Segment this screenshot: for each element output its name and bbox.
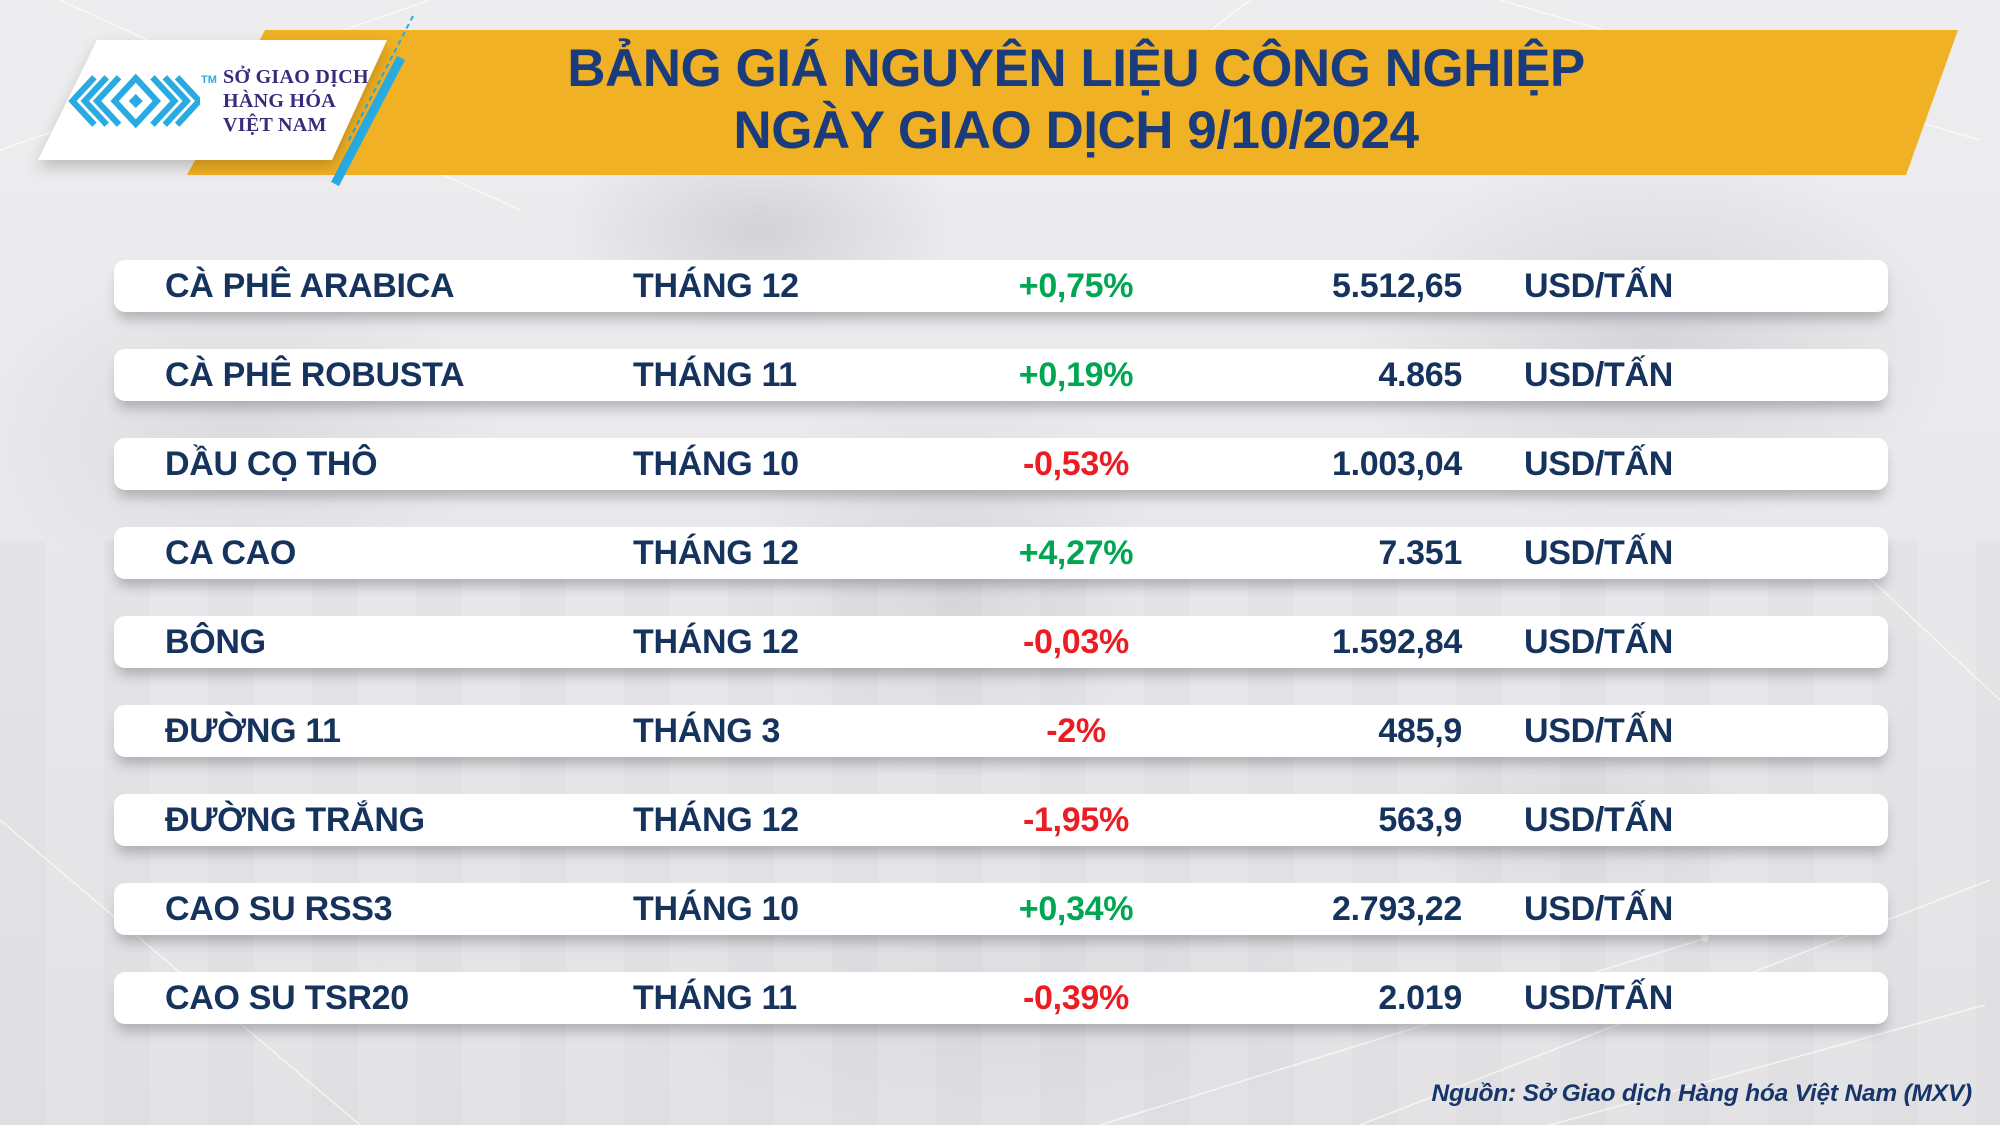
contract-month: THÁNG 10	[633, 890, 799, 928]
price-value: 1.592,84	[1332, 623, 1462, 661]
price-unit: USD/TẤN	[1524, 801, 1674, 839]
accent-slashes	[331, 15, 414, 187]
price-unit: USD/TẤN	[1524, 356, 1674, 394]
change-percent: -2%	[1046, 712, 1106, 750]
thick-slash-line	[331, 55, 405, 187]
contract-month: THÁNG 12	[633, 267, 799, 305]
change-percent: +4,27%	[1018, 534, 1134, 572]
contract-month: THÁNG 12	[633, 623, 799, 661]
commodity-name: CAO SU TSR20	[165, 979, 409, 1017]
price-unit: USD/TẤN	[1524, 890, 1674, 928]
table-row: CAO SU TSR20 THÁNG 11 -0,39% 2.019 USD/T…	[114, 972, 1888, 1024]
trademark-symbol: TM	[201, 74, 217, 86]
price-value: 2.793,22	[1332, 890, 1462, 928]
logo-org-line2: HÀNG HÓA	[223, 90, 336, 112]
change-percent: -0,03%	[1023, 623, 1129, 661]
board-title-line1: BẢNG GIÁ NGUYÊN LIỆU CÔNG NGHIỆP	[567, 39, 1585, 98]
commodity-name: CAO SU RSS3	[165, 890, 393, 928]
commodity-name: ĐƯỜNG 11	[165, 712, 341, 750]
price-unit: USD/TẤN	[1524, 623, 1674, 661]
contract-month: THÁNG 11	[633, 356, 797, 394]
price-value: 4.865	[1378, 356, 1462, 394]
change-percent: -0,39%	[1023, 979, 1129, 1017]
commodity-name: CÀ PHÊ ARABICA	[165, 267, 455, 305]
board-title-line2: NGÀY GIAO DỊCH 9/10/2024	[733, 101, 1419, 160]
price-unit: USD/TẤN	[1524, 534, 1674, 572]
commodity-name: CA CAO	[165, 534, 297, 572]
contract-month: THÁNG 10	[633, 445, 799, 483]
commodity-name: BÔNG	[165, 623, 266, 661]
logo-card: TM SỞ GIAO DỊCH HÀNG HÓA VIỆT NAM	[38, 40, 387, 160]
table-row: ĐƯỜNG TRẮNG THÁNG 12 -1,95% 563,9 USD/TẤ…	[114, 794, 1888, 846]
logo-org-name: SỞ GIAO DỊCH HÀNG HÓA VIỆT NAM	[223, 65, 383, 137]
thin-slash-line	[347, 15, 414, 143]
price-unit: USD/TẤN	[1524, 267, 1674, 305]
change-percent: +0,75%	[1018, 267, 1134, 305]
commodity-name: DẦU CỌ THÔ	[165, 445, 378, 483]
price-unit: USD/TẤN	[1524, 712, 1674, 750]
contract-month: THÁNG 3	[633, 712, 781, 750]
price-value: 563,9	[1378, 801, 1462, 839]
price-value: 5.512,65	[1332, 267, 1462, 305]
mxv-logo-icon	[68, 73, 200, 129]
price-value: 2.019	[1378, 979, 1462, 1017]
price-unit: USD/TẤN	[1524, 979, 1674, 1017]
price-value: 1.003,04	[1332, 445, 1462, 483]
contract-month: THÁNG 12	[633, 534, 799, 572]
logo-org-line1: SỞ GIAO DỊCH	[223, 66, 369, 88]
contract-month: THÁNG 12	[633, 801, 799, 839]
table-row: DẦU CỌ THÔ THÁNG 10 -0,53% 1.003,04 USD/…	[114, 438, 1888, 490]
source-note: Nguồn: Sở Giao dịch Hàng hóa Việt Nam (M…	[1431, 1080, 1972, 1107]
table-row: CAO SU RSS3 THÁNG 10 +0,34% 2.793,22 USD…	[114, 883, 1888, 935]
table-row: ĐƯỜNG 11 THÁNG 3 -2% 485,9 USD/TẤN	[114, 705, 1888, 757]
change-percent: -0,53%	[1023, 445, 1129, 483]
change-percent: +0,34%	[1018, 890, 1134, 928]
table-row: CÀ PHÊ ROBUSTA THÁNG 11 +0,19% 4.865 USD…	[114, 349, 1888, 401]
price-value: 7.351	[1378, 534, 1462, 572]
board-title: BẢNG GIÁ NGUYÊN LIỆU CÔNG NGHIỆP NGÀY GI…	[276, 38, 1876, 162]
price-unit: USD/TẤN	[1524, 445, 1674, 483]
change-percent: -1,95%	[1023, 801, 1129, 839]
table-row: BÔNG THÁNG 12 -0,03% 1.592,84 USD/TẤN	[114, 616, 1888, 668]
change-percent: +0,19%	[1018, 356, 1134, 394]
logo-org-line3: VIỆT NAM	[223, 114, 327, 136]
table-row: CA CAO THÁNG 12 +4,27% 7.351 USD/TẤN	[114, 527, 1888, 579]
contract-month: THÁNG 11	[633, 979, 797, 1017]
price-value: 485,9	[1378, 712, 1462, 750]
commodity-name: ĐƯỜNG TRẮNG	[165, 801, 425, 839]
title-banner: BẢNG GIÁ NGUYÊN LIỆU CÔNG NGHIỆP NGÀY GI…	[187, 30, 1958, 175]
commodity-name: CÀ PHÊ ROBUSTA	[165, 356, 465, 394]
table-row: CÀ PHÊ ARABICA THÁNG 12 +0,75% 5.512,65 …	[114, 260, 1888, 312]
